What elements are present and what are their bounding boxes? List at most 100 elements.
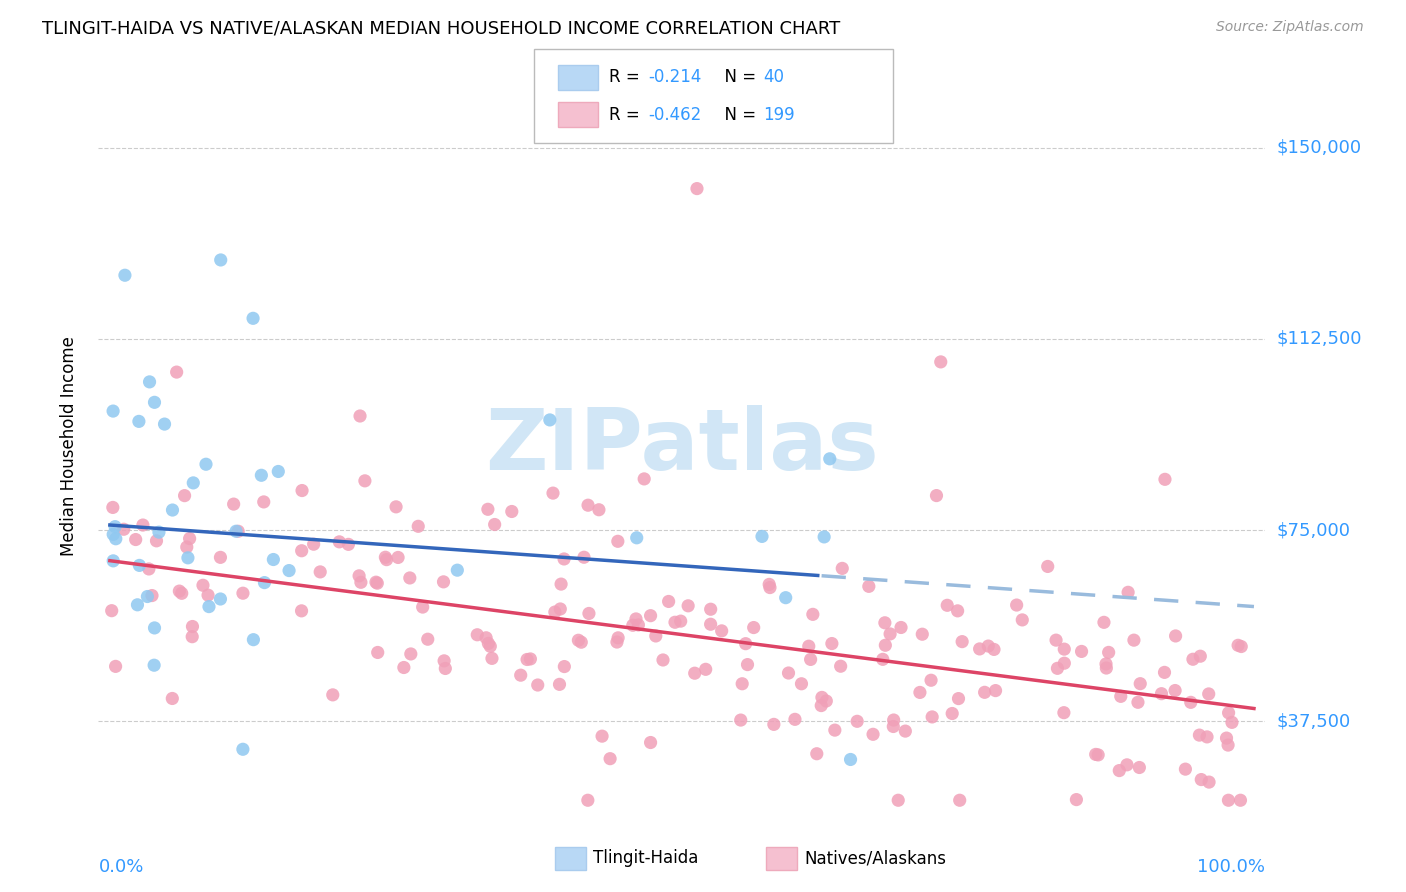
Text: R =: R = xyxy=(609,69,645,87)
Point xyxy=(262,552,284,566)
Point xyxy=(1011,613,1033,627)
Point xyxy=(179,532,201,546)
Point xyxy=(1164,683,1187,698)
Point xyxy=(225,524,247,539)
Point xyxy=(862,727,884,741)
Point xyxy=(509,668,531,682)
Point xyxy=(633,472,655,486)
Point xyxy=(824,723,846,738)
Point xyxy=(104,532,127,546)
Point xyxy=(699,617,721,632)
Point xyxy=(1218,706,1240,720)
Point xyxy=(198,599,221,614)
Text: $150,000: $150,000 xyxy=(1277,139,1361,157)
Point xyxy=(576,498,599,512)
Point xyxy=(104,659,127,673)
Point xyxy=(921,710,943,724)
Point xyxy=(821,636,844,650)
Point xyxy=(1122,633,1144,648)
Point xyxy=(1046,661,1069,675)
Point xyxy=(576,793,599,807)
Point xyxy=(291,483,314,498)
Point xyxy=(191,578,214,592)
Point xyxy=(101,500,124,515)
Point xyxy=(173,489,195,503)
Point xyxy=(737,657,759,672)
Point xyxy=(1084,747,1107,762)
Point xyxy=(209,550,232,565)
Point xyxy=(170,586,193,600)
Point xyxy=(322,688,344,702)
Point xyxy=(364,575,387,590)
Point xyxy=(399,647,422,661)
Point xyxy=(209,592,232,607)
Point xyxy=(1154,472,1177,486)
Point xyxy=(550,577,572,591)
Point xyxy=(1181,652,1204,666)
Point xyxy=(1195,730,1218,744)
Point xyxy=(181,619,204,633)
Point xyxy=(911,627,934,641)
Point xyxy=(783,712,806,726)
Point xyxy=(337,537,360,551)
Point xyxy=(969,641,991,656)
Point xyxy=(640,608,662,623)
Point xyxy=(664,615,686,630)
Point xyxy=(112,522,135,536)
Text: $112,500: $112,500 xyxy=(1277,330,1362,348)
Point xyxy=(479,640,502,654)
Point xyxy=(1198,687,1220,701)
Point xyxy=(872,652,894,666)
Point xyxy=(652,653,675,667)
Point xyxy=(1095,661,1118,675)
Point xyxy=(730,713,752,727)
Point xyxy=(128,414,150,428)
Point xyxy=(136,590,159,604)
Text: $75,000: $75,000 xyxy=(1277,521,1351,539)
Point xyxy=(1129,676,1152,690)
Point xyxy=(398,571,420,585)
Point xyxy=(1128,760,1150,774)
Point xyxy=(538,413,561,427)
Point xyxy=(1189,772,1212,787)
Text: 100.0%: 100.0% xyxy=(1198,858,1265,876)
Point xyxy=(553,552,575,566)
Point xyxy=(920,673,942,688)
Point xyxy=(710,624,733,638)
Point xyxy=(1005,598,1028,612)
Point xyxy=(104,519,127,533)
Point xyxy=(375,552,398,566)
Text: 199: 199 xyxy=(763,105,794,123)
Point xyxy=(676,599,699,613)
Point xyxy=(801,607,824,622)
Point xyxy=(751,529,773,543)
Point xyxy=(810,698,832,713)
Point xyxy=(166,365,188,379)
Point xyxy=(1116,585,1139,599)
Text: 0.0%: 0.0% xyxy=(98,858,143,876)
Point xyxy=(1053,706,1076,720)
Text: Source: ZipAtlas.com: Source: ZipAtlas.com xyxy=(1216,20,1364,34)
Point xyxy=(1164,629,1187,643)
Point xyxy=(181,630,204,644)
Text: R =: R = xyxy=(609,105,645,123)
Point xyxy=(209,252,232,267)
Point xyxy=(1230,640,1253,654)
Point xyxy=(811,690,834,705)
Point xyxy=(839,752,862,766)
Point xyxy=(309,565,332,579)
Point xyxy=(813,530,835,544)
Point xyxy=(176,540,198,554)
Point xyxy=(669,614,692,628)
Point xyxy=(367,645,389,659)
Point xyxy=(1126,695,1149,709)
Point xyxy=(162,691,184,706)
Point xyxy=(138,562,160,576)
Point xyxy=(477,636,499,650)
Point xyxy=(434,661,457,675)
Point xyxy=(127,598,149,612)
Point xyxy=(858,579,880,593)
Point xyxy=(1066,792,1088,806)
Point xyxy=(606,635,628,649)
Point xyxy=(366,576,388,591)
